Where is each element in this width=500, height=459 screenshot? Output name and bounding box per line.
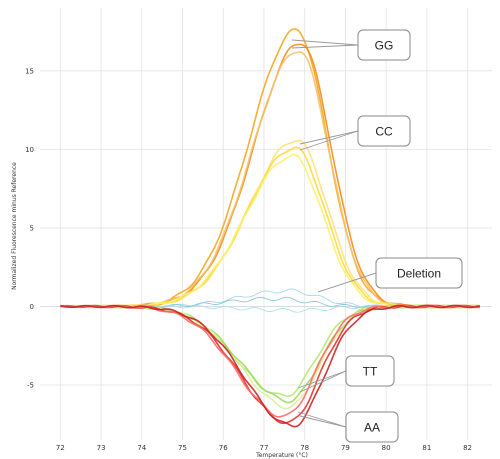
annotation-label: CC xyxy=(375,125,393,139)
x-tick-label: 75 xyxy=(178,444,187,452)
y-tick-label: -5 xyxy=(27,382,34,390)
x-axis-label: Temperature (°C) xyxy=(255,452,308,459)
x-tick-label: 72 xyxy=(56,444,65,452)
annotation-label: AA xyxy=(364,421,380,435)
annotation-leader-line xyxy=(291,44,359,49)
annotation-callouts: GG CC Deletion TT AA xyxy=(345,29,463,443)
annotation-leader-line xyxy=(317,272,377,293)
y-tick-labels: -5 0 5 10 15 xyxy=(25,67,34,389)
x-tick-label: 77 xyxy=(260,444,269,452)
x-tick-label: 76 xyxy=(219,444,228,452)
melt-curve-series xyxy=(60,304,480,404)
y-tick-label: 15 xyxy=(25,67,34,75)
melt-curve-series xyxy=(60,304,480,418)
y-axis-label: Normalized Fluorescence minus Reference xyxy=(11,162,18,290)
melt-curve-series xyxy=(60,304,480,425)
x-tick-labels: 72737475767778798081828 xyxy=(56,444,472,452)
annotation-leader-line xyxy=(297,411,347,428)
series-lines xyxy=(60,28,480,428)
annotation-callout-box xyxy=(345,411,399,443)
annotation-leaders xyxy=(291,39,377,428)
x-tick-label: 79 xyxy=(341,444,350,452)
annotation-label: TT xyxy=(363,365,378,379)
grid-lines xyxy=(40,8,492,440)
annotation-leader-line xyxy=(299,130,359,145)
x-tick-label: 74 xyxy=(137,444,146,452)
y-tick-label: 0 xyxy=(30,303,34,311)
annotation-leader-line xyxy=(299,415,347,428)
x-tick-label: 82 xyxy=(463,444,472,452)
annotation-leader-line xyxy=(297,370,347,389)
melt-curve-series xyxy=(60,304,480,428)
melt-curve-series xyxy=(60,304,480,398)
x-tick-label: 78 xyxy=(300,444,309,452)
annotation-label: Deletion xyxy=(397,267,441,281)
y-tick-label: 5 xyxy=(30,224,34,232)
annotation-callout-box xyxy=(345,355,395,387)
y-tick-label: 10 xyxy=(25,146,34,154)
annotation-callout-box xyxy=(357,115,411,147)
annotation-label: GG xyxy=(375,39,394,53)
annotation-leader-line xyxy=(299,130,359,151)
x-tick-label: 80 xyxy=(382,444,391,452)
x-tick-label: 81 xyxy=(422,444,431,452)
annotation-callout-box xyxy=(375,257,463,289)
annotation-leader-line xyxy=(291,39,359,46)
annotation-leader-line xyxy=(299,370,347,393)
x-tick-label: 73 xyxy=(97,444,106,452)
annotation-callout-box xyxy=(357,29,411,61)
